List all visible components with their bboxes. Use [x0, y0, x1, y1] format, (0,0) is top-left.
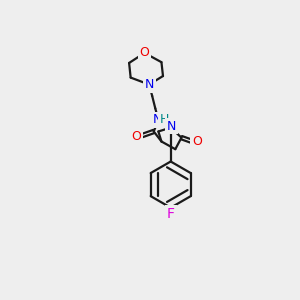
Text: O: O — [131, 130, 141, 142]
Text: O: O — [140, 46, 149, 59]
Text: N: N — [167, 120, 176, 133]
Text: N: N — [153, 113, 162, 126]
Text: N: N — [144, 78, 154, 91]
Text: O: O — [192, 135, 202, 148]
Text: F: F — [167, 207, 175, 221]
Text: H: H — [160, 113, 169, 126]
